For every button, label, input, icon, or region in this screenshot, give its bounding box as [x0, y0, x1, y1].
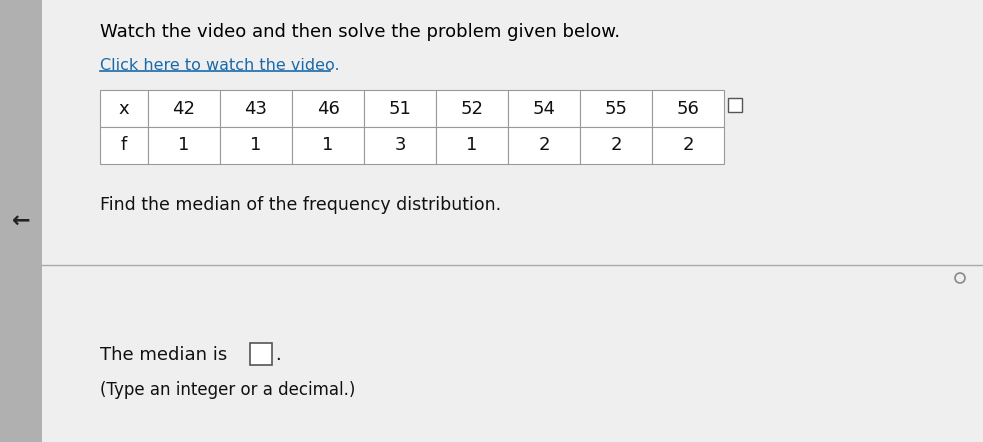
- Bar: [436, 127, 508, 164]
- Text: 2: 2: [682, 137, 694, 155]
- Text: 1: 1: [322, 137, 333, 155]
- Text: The median is: The median is: [100, 346, 227, 364]
- Bar: [100, 90, 148, 127]
- Text: x: x: [119, 99, 130, 118]
- Text: 43: 43: [245, 99, 267, 118]
- Bar: [220, 127, 292, 164]
- Text: 52: 52: [460, 99, 484, 118]
- Text: 2: 2: [610, 137, 622, 155]
- Bar: [148, 90, 220, 127]
- Bar: [436, 90, 508, 127]
- Text: 51: 51: [388, 99, 412, 118]
- Text: 46: 46: [317, 99, 339, 118]
- Text: Click here to watch the video.: Click here to watch the video.: [100, 57, 339, 72]
- Bar: [508, 90, 580, 127]
- Text: (Type an integer or a decimal.): (Type an integer or a decimal.): [100, 381, 356, 399]
- Bar: [250, 343, 272, 365]
- Text: 55: 55: [605, 99, 627, 118]
- Text: ←: ←: [12, 211, 30, 231]
- Bar: [100, 127, 148, 164]
- Text: Watch the video and then solve the problem given below.: Watch the video and then solve the probl…: [100, 23, 620, 41]
- Bar: [0, 0, 42, 442]
- Text: 54: 54: [533, 99, 555, 118]
- Text: 56: 56: [676, 99, 700, 118]
- Bar: [364, 90, 436, 127]
- Text: 1: 1: [178, 137, 190, 155]
- Bar: [728, 98, 742, 112]
- Bar: [508, 127, 580, 164]
- Text: .: .: [275, 346, 281, 364]
- Text: 2: 2: [539, 137, 549, 155]
- Text: 3: 3: [394, 137, 406, 155]
- Text: f: f: [121, 137, 127, 155]
- Text: 1: 1: [251, 137, 261, 155]
- Bar: [580, 90, 652, 127]
- Text: Find the median of the frequency distribution.: Find the median of the frequency distrib…: [100, 196, 501, 214]
- Bar: [292, 90, 364, 127]
- Bar: [364, 127, 436, 164]
- Bar: [292, 127, 364, 164]
- Bar: [652, 127, 724, 164]
- Bar: [220, 90, 292, 127]
- Text: 1: 1: [466, 137, 478, 155]
- Text: 42: 42: [172, 99, 196, 118]
- Bar: [652, 90, 724, 127]
- Bar: [148, 127, 220, 164]
- Bar: [580, 127, 652, 164]
